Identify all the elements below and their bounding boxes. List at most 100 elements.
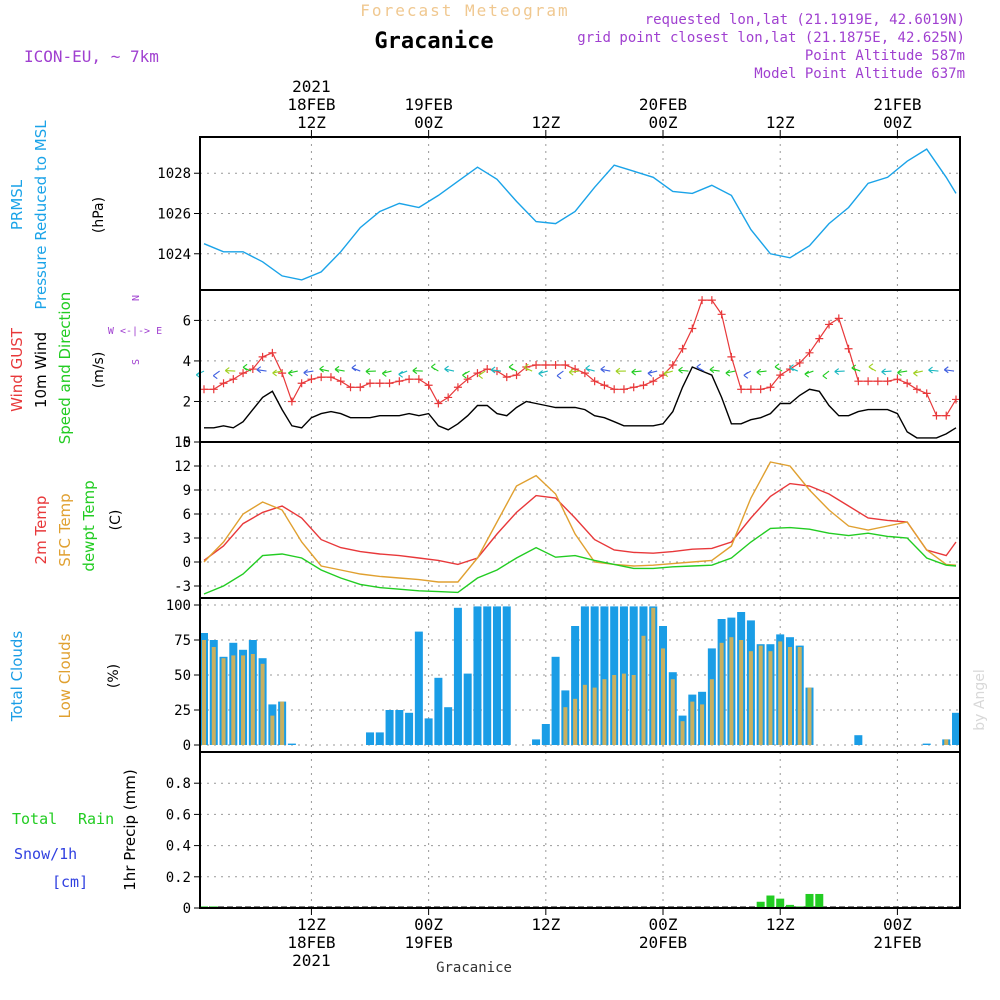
low-cloud-bar: [700, 704, 705, 745]
gust-marker: [356, 383, 365, 392]
wind-arrow: [224, 367, 236, 375]
wind-arrow: [943, 366, 955, 374]
x-tick-label: 00Z: [414, 915, 443, 934]
total-cloud-bar: [434, 677, 443, 745]
y-tick-label: 0: [183, 555, 191, 571]
total-cloud-bar: [395, 710, 404, 745]
gust-marker: [414, 375, 423, 384]
y-tick-label: 0.8: [166, 776, 191, 792]
wind-arrow: [319, 365, 330, 373]
total-cloud-bar: [600, 606, 609, 745]
wind-dir-label: Speed and Direction: [56, 292, 74, 445]
total-cloud-bar: [366, 732, 375, 745]
x-tick-label: 00Z: [414, 113, 443, 132]
sfc-temp-line: [203, 461, 957, 583]
gust-marker: [326, 373, 335, 382]
gust-marker: [258, 352, 267, 361]
low-cloud-bar: [778, 641, 783, 745]
x-year-label: 2021: [292, 77, 331, 96]
sfc-temp-label: SFC Temp: [56, 493, 74, 566]
wind-arrow: [774, 363, 783, 372]
wind-arrow: [256, 366, 267, 374]
low-cloud-bar: [787, 647, 792, 745]
wind-arrow: [928, 366, 939, 374]
low-cloud-bar: [221, 658, 226, 745]
wind-arrow: [412, 367, 423, 375]
y-tick-label: 0.4: [166, 839, 191, 855]
x-date-label: 21FEB: [873, 95, 921, 114]
low-cloud-bar: [241, 655, 246, 745]
gust-marker: [639, 381, 648, 390]
low-cloud-bar: [211, 647, 216, 745]
gust-marker: [883, 377, 892, 386]
low-cloud-bar: [250, 654, 255, 745]
gust-marker: [795, 358, 804, 367]
low-cloud-bar: [621, 673, 626, 745]
gust-marker: [629, 383, 638, 392]
footer-station: Gracanice: [436, 960, 512, 976]
wind-arrow: [508, 363, 517, 372]
c-unit-label: (C): [108, 510, 124, 531]
gust-marker: [610, 385, 619, 394]
low-cloud-bar: [260, 663, 265, 745]
y-tick-label: 3: [183, 531, 191, 547]
wind-arrow: [430, 363, 439, 372]
gust-marker: [307, 375, 316, 384]
y-tick-label: 0.2: [166, 870, 191, 886]
pressure-desc-label: Pressure Reduced to MSL: [32, 120, 50, 310]
gust-marker: [209, 385, 218, 394]
precip-unit-label: 1hr Precip (mm): [121, 769, 139, 890]
wind-arrow: [556, 370, 564, 380]
wind-arrow: [272, 369, 283, 377]
total-cloud-bar: [287, 743, 296, 745]
gust-marker: [834, 314, 843, 323]
wind-arrow: [804, 370, 814, 378]
gust-marker: [717, 310, 726, 319]
wind-arrow: [524, 363, 533, 372]
gust-marker: [668, 360, 677, 369]
low-cloud-bar: [797, 647, 802, 745]
low-cloud-bar: [709, 679, 714, 745]
gust-marker: [317, 373, 326, 382]
y-tick-label: 0: [183, 738, 191, 754]
wind-arrow: [913, 369, 923, 377]
wind-arrow: [303, 369, 314, 377]
gust-marker: [336, 377, 345, 386]
gust-marker: [649, 377, 658, 386]
low-cloud-bar: [680, 721, 685, 745]
y-tick-label: 1028: [157, 166, 191, 182]
wind-arrow: [212, 370, 220, 380]
low-cloud-bar: [670, 679, 675, 745]
panel-frame: [199, 289, 961, 443]
total-cloud-bar: [952, 712, 960, 745]
gust-marker: [590, 377, 599, 386]
wind-arrow: [881, 368, 892, 376]
total-cloud-bar: [405, 712, 414, 745]
rain-bar: [756, 901, 765, 908]
panel-frame: [199, 751, 961, 909]
gust-marker: [278, 369, 287, 378]
wind-speed-line: [204, 366, 957, 439]
total-cloud-bar: [502, 606, 511, 745]
compass-s: S: [131, 359, 142, 365]
total-cloud-bar: [473, 606, 482, 745]
y-tick-label: 0.6: [166, 807, 191, 823]
wind-arrow: [834, 368, 845, 376]
gust-marker: [766, 383, 775, 392]
gust-marker: [903, 379, 912, 388]
wind-arrow: [600, 365, 611, 373]
rain-label: Rain: [78, 810, 114, 828]
wind-arrow: [851, 364, 861, 372]
y-tick-label: 0: [183, 901, 191, 917]
low-cloud-bar: [729, 637, 734, 745]
gust-marker: [532, 360, 541, 369]
cm-unit-label: [cm]: [52, 873, 88, 891]
total-cloud-bar: [444, 707, 453, 745]
x-tick-label: 12Z: [297, 915, 326, 934]
wind-arrow: [568, 368, 580, 376]
wind-arrow: [444, 365, 455, 373]
x-tick-label: 12Z: [531, 915, 560, 934]
wind-arrow: [334, 365, 345, 373]
y-tick-label: 4: [183, 354, 191, 370]
total-cloud-bar: [922, 743, 931, 745]
